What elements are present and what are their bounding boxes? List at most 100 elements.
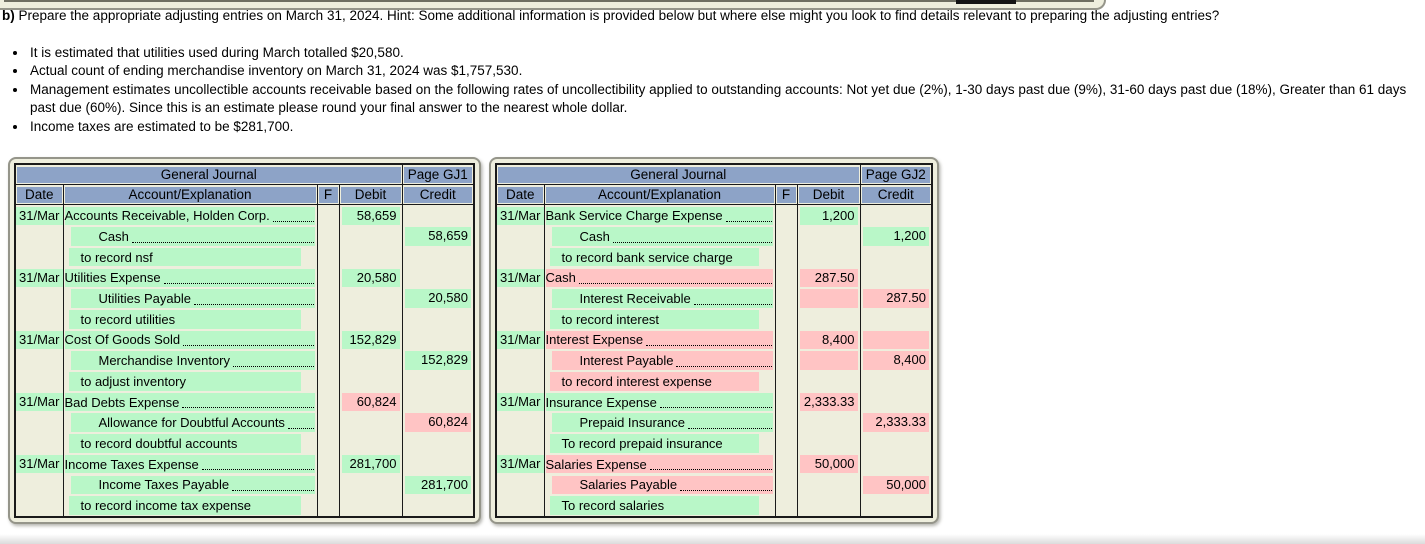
debit-field[interactable]: 287.50 xyxy=(799,268,858,288)
account-field[interactable]: Allowance for Doubtful Accounts xyxy=(70,413,315,432)
debit-field[interactable]: 50,000 xyxy=(799,454,858,474)
debit-field[interactable]: 152,829 xyxy=(341,330,400,350)
debit-field[interactable] xyxy=(799,351,858,370)
account-field[interactable]: Accounts Receivable, Holden Corp. xyxy=(64,206,315,226)
account-field[interactable]: Insurance Expense xyxy=(545,392,773,412)
debit-cell xyxy=(797,495,861,517)
date-cell: 31/Mar xyxy=(496,204,545,227)
account-text: to record interest xyxy=(561,311,660,327)
debit-field[interactable]: 20,580 xyxy=(341,268,400,288)
explanation-field[interactable]: to record bank service charge xyxy=(549,247,759,267)
credit-field[interactable]: 58,659 xyxy=(404,227,471,246)
credit-cell: 281,700 xyxy=(402,474,474,495)
folio-cell xyxy=(317,495,340,517)
debit-cell xyxy=(797,288,861,309)
account-field[interactable]: Cash xyxy=(70,227,315,246)
credit-field[interactable]: 60,824 xyxy=(404,413,471,432)
dotted-leader xyxy=(578,283,772,285)
credit-cell: 50,000 xyxy=(860,474,932,495)
folio-cell xyxy=(317,267,340,289)
account-field[interactable]: Utilities Expense xyxy=(64,268,315,288)
date-field[interactable]: 31/Mar xyxy=(497,454,543,474)
date-cell xyxy=(15,495,64,517)
dotted-leader xyxy=(163,283,314,285)
date-field[interactable]: 31/Mar xyxy=(497,206,543,226)
credit-field[interactable]: 20,580 xyxy=(404,289,471,308)
date-field[interactable]: 31/Mar xyxy=(16,392,62,412)
account-text: Cash xyxy=(545,270,576,286)
date-field[interactable]: 31/Mar xyxy=(16,330,62,350)
date-cell xyxy=(496,246,545,268)
account-text: to record doubtful accounts xyxy=(80,435,238,451)
account-field[interactable]: Interest Expense xyxy=(545,330,773,350)
column-header-date-cell: Date xyxy=(15,184,64,206)
account-field[interactable]: Interest Payable xyxy=(551,351,773,370)
credit-field[interactable]: 2,333.33 xyxy=(862,413,929,432)
credit-field[interactable]: 281,700 xyxy=(404,475,471,494)
date-cell xyxy=(15,474,64,496)
explanation-field[interactable]: to record income tax expense xyxy=(68,496,301,515)
date-cell xyxy=(15,246,64,268)
journal-page-cell: Page GJ2 xyxy=(860,164,932,186)
date-field[interactable]: 31/Mar xyxy=(16,206,62,226)
journal-row: Cash 58,659 xyxy=(15,226,474,247)
account-cell: to record nsf xyxy=(63,246,318,268)
account-field[interactable]: Bank Service Charge Expense xyxy=(545,206,773,226)
date-field[interactable]: 31/Mar xyxy=(497,330,543,350)
date-field[interactable]: 31/Mar xyxy=(16,454,62,474)
credit-field[interactable]: 152,829 xyxy=(404,351,471,370)
explanation-field[interactable]: to record doubtful accounts xyxy=(68,434,301,453)
journal-row: Salaries Payable 50,000 xyxy=(496,474,932,496)
account-field[interactable]: Bad Debts Expense xyxy=(64,392,315,412)
debit-field[interactable] xyxy=(799,289,858,308)
credit-field[interactable]: 1,200 xyxy=(862,227,929,246)
account-field[interactable]: Interest Receivable xyxy=(551,289,773,308)
account-field[interactable]: Income Taxes Expense xyxy=(64,454,315,474)
date-field[interactable]: 31/Mar xyxy=(497,268,543,288)
dotted-leader xyxy=(688,427,772,429)
explanation-field[interactable]: to record interest xyxy=(549,310,759,329)
account-text: Bank Service Charge Expense xyxy=(545,208,723,224)
folio-cell xyxy=(775,370,798,392)
dotted-leader xyxy=(646,345,772,347)
credit-field[interactable]: 8,400 xyxy=(862,351,929,370)
credit-cell: 8,400 xyxy=(860,350,932,371)
date-field[interactable]: 31/Mar xyxy=(16,268,62,288)
account-cell: Insurance Expense xyxy=(544,391,776,413)
credit-cell xyxy=(402,495,474,517)
debit-field[interactable]: 60,824 xyxy=(341,392,400,412)
account-field[interactable]: Prepaid Insurance xyxy=(551,413,773,432)
account-field[interactable]: Merchandise Inventory xyxy=(70,351,315,370)
account-field[interactable]: Salaries Expense xyxy=(545,454,773,474)
credit-field[interactable] xyxy=(862,330,929,350)
debit-field[interactable]: 1,200 xyxy=(799,206,858,226)
account-field[interactable]: Cash xyxy=(545,268,773,288)
explanation-field[interactable]: To record salaries xyxy=(549,496,759,515)
credit-field[interactable]: 287.50 xyxy=(862,289,929,308)
bullet-utilities: It is estimated that utilities used duri… xyxy=(28,44,1423,63)
credit-cell: 2,333.33 xyxy=(860,412,932,433)
account-text: Bad Debts Expense xyxy=(64,394,180,410)
explanation-field[interactable]: to adjust inventory xyxy=(68,372,301,391)
explanation-field[interactable]: to record utilities xyxy=(68,310,301,329)
account-field[interactable]: Income Taxes Payable xyxy=(70,475,315,494)
credit-cell xyxy=(402,309,474,330)
explanation-field[interactable]: to record nsf xyxy=(68,247,301,267)
explanation-field[interactable]: To record prepaid insurance xyxy=(549,434,759,453)
account-field[interactable]: Utilities Payable xyxy=(70,289,315,308)
journal-row: To record salaries xyxy=(496,495,932,517)
explanation-field[interactable]: to record interest expense xyxy=(549,372,759,391)
account-text: Utilities Payable xyxy=(98,291,192,307)
journal-row: 31/Mar Interest Expense 8,400 xyxy=(496,329,932,351)
account-field[interactable]: Salaries Payable xyxy=(551,475,773,494)
debit-field[interactable]: 281,700 xyxy=(341,454,400,474)
date-field[interactable]: 31/Mar xyxy=(497,392,543,412)
debit-field[interactable]: 2,333.33 xyxy=(799,392,858,412)
account-field[interactable]: Cash xyxy=(551,227,773,246)
account-field[interactable]: Cost Of Goods Sold xyxy=(64,330,315,350)
journal-row: 31/Mar Cash 287.50 xyxy=(496,267,932,289)
debit-field[interactable]: 58,659 xyxy=(341,206,400,226)
debit-field[interactable]: 8,400 xyxy=(799,330,858,350)
credit-field[interactable]: 50,000 xyxy=(862,475,929,494)
credit-cell xyxy=(860,495,932,517)
